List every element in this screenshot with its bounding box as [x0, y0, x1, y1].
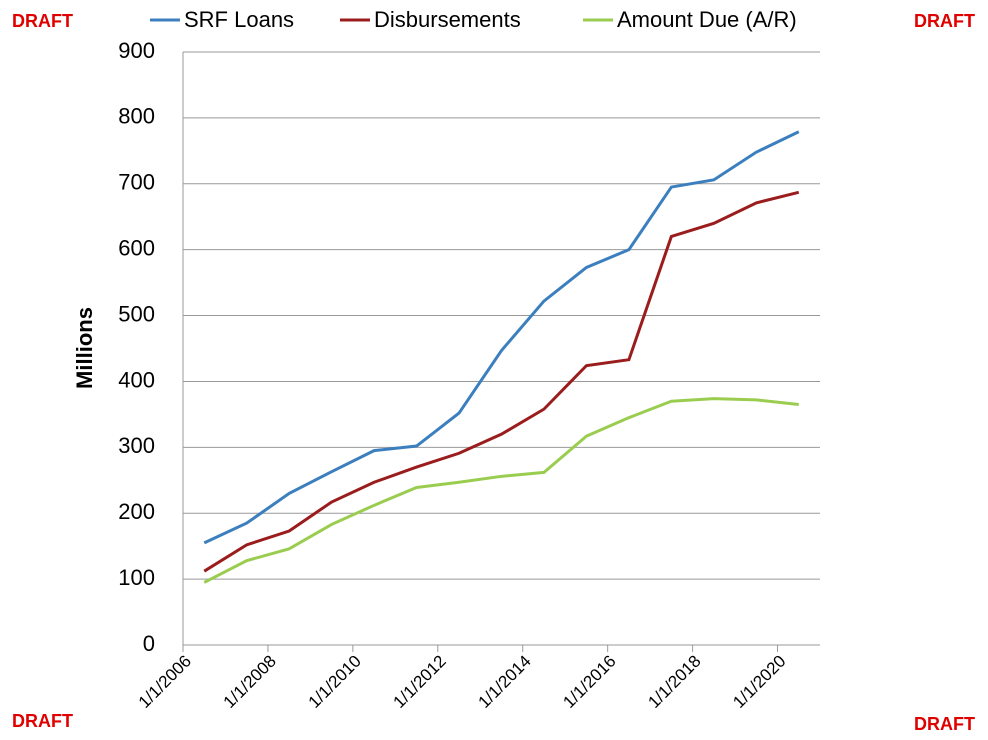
legend-label: Disbursements	[374, 7, 521, 32]
x-tick-label: 1/1/2008	[220, 652, 280, 712]
x-tick-label: 1/1/2014	[474, 652, 534, 712]
x-tick-label: 1/1/2012	[390, 652, 450, 712]
x-tick-label: 1/1/2006	[135, 652, 195, 712]
legend-label: Amount Due (A/R)	[617, 7, 797, 32]
y-tick-label: 900	[118, 38, 155, 63]
draft-mark: DRAFT	[12, 711, 73, 731]
draft-mark: DRAFT	[12, 11, 73, 31]
y-tick-label: 0	[143, 631, 155, 656]
y-tick-label: 700	[118, 170, 155, 195]
series-line	[203, 130, 800, 545]
y-tick-label: 500	[118, 301, 155, 326]
draft-mark: DRAFT	[914, 714, 975, 734]
y-tick-label: 600	[118, 235, 155, 260]
y-tick-label: 200	[118, 499, 155, 524]
x-tick-label: 1/1/2016	[559, 652, 619, 712]
y-tick-label: 800	[118, 104, 155, 129]
y-tick-label: 100	[118, 565, 155, 590]
x-tick-label: 1/1/2010	[305, 652, 365, 712]
legend-label: SRF Loans	[184, 7, 294, 32]
x-tick-label: 1/1/2020	[729, 652, 789, 712]
y-axis-label: Millions	[72, 307, 97, 389]
series-line	[203, 397, 799, 584]
y-tick-label: 400	[118, 367, 155, 392]
y-tick-label: 300	[118, 433, 155, 458]
draft-mark: DRAFT	[914, 11, 975, 31]
series-line	[203, 190, 800, 573]
x-tick-label: 1/1/2018	[644, 652, 704, 712]
